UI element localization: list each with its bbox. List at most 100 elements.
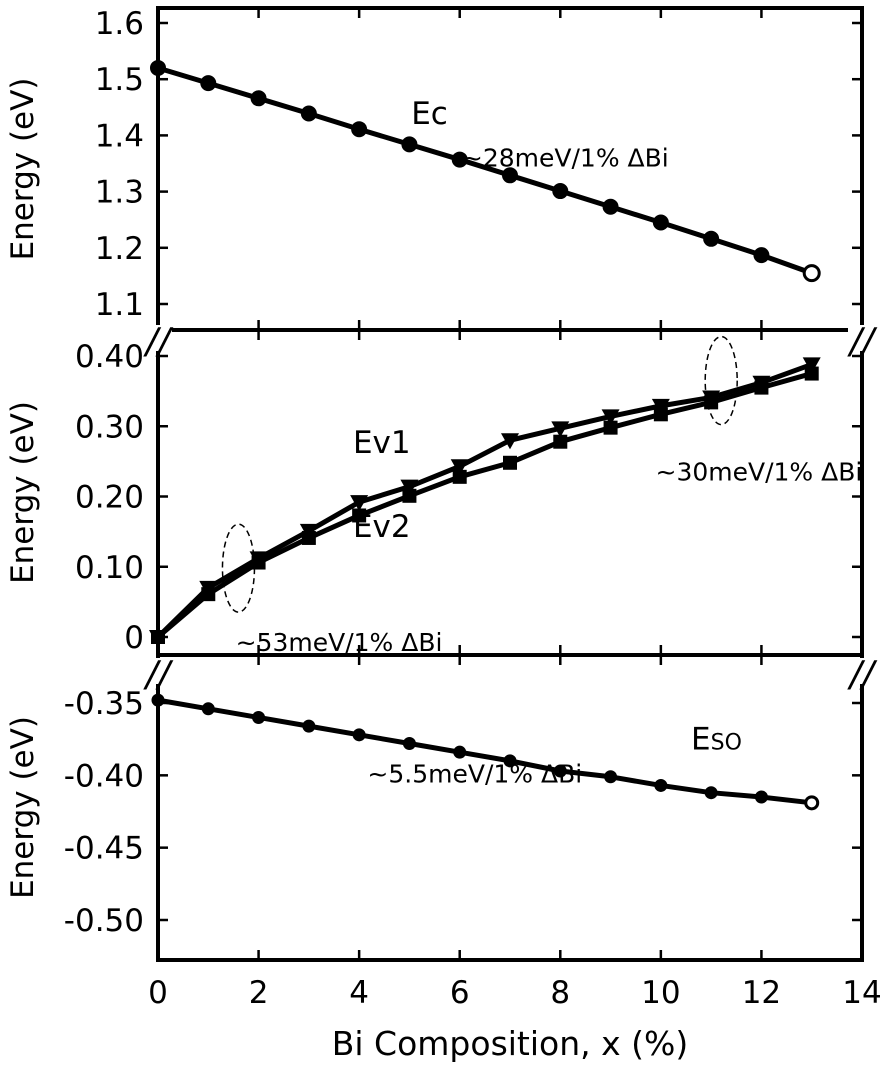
series-ec: [150, 59, 821, 283]
data-point: [551, 421, 570, 438]
series-label-sub: SO: [711, 730, 742, 755]
data-point: [703, 230, 720, 247]
data-point: [200, 75, 217, 92]
data-point: [252, 710, 266, 724]
x-tick-label: 4: [349, 975, 369, 1011]
data-point: [300, 105, 317, 122]
series-label: Ev1: [353, 425, 411, 461]
series-line: [157, 65, 813, 276]
break-mark: //: [143, 654, 174, 695]
y-tick-label: -0.35: [64, 686, 144, 722]
y-tick-label: 0.10: [75, 550, 144, 586]
break-gap: [144, 325, 172, 351]
panel-middle: 0 0.10 0.20 0.30 0.40 Energy (eV) Ev1 Ev2 ~30meV…: [5, 328, 864, 657]
data-point: [402, 488, 417, 503]
data-point: [302, 719, 316, 733]
series-eso: [151, 693, 820, 811]
y-tick-label: 0.40: [75, 339, 144, 375]
data-point: [754, 790, 768, 804]
panel-top: 1.1 1.2 1.3 1.4 1.5 1.6 Energy (eV) Ec ~28meV/1%…: [5, 6, 864, 332]
y-tick-label: 0.20: [75, 480, 144, 516]
break-mark: //: [847, 654, 878, 695]
data-point: [301, 530, 316, 545]
data-point: [754, 380, 769, 395]
highlight-ellipse-high: [704, 335, 738, 426]
series-line: [156, 371, 813, 639]
axis-break-marks: // // // //: [143, 321, 878, 695]
x-tick-label: 6: [450, 975, 470, 1011]
data-point: [602, 198, 619, 215]
data-point: [352, 508, 367, 523]
y-tick-label: 1.4: [95, 118, 144, 154]
series-line: [157, 697, 813, 806]
series-label: Ec: [411, 96, 448, 132]
data-point: [804, 366, 819, 381]
data-point: [651, 398, 670, 415]
x-tick-label: 0: [148, 975, 168, 1011]
data-point: [151, 693, 165, 707]
series-line: [156, 362, 813, 639]
x-axis: 0 2 4 6 8 10 12 14 Bi Composition, x (%): [148, 975, 882, 1063]
y-tick-label: -0.50: [64, 903, 144, 939]
data-point: [201, 702, 215, 716]
data-point: [251, 555, 266, 570]
y-tick-label: 0.30: [75, 409, 144, 445]
x-tick-label: 8: [550, 975, 570, 1011]
series-ev2: [151, 366, 819, 644]
break-mark: //: [847, 321, 878, 362]
data-point: [553, 434, 568, 449]
y-tick-label: -0.45: [64, 831, 144, 867]
data-point: [453, 745, 467, 759]
data-point: [352, 728, 366, 742]
data-point: [603, 420, 618, 435]
data-point: [552, 183, 569, 200]
y-tick-label: 1.3: [95, 175, 144, 211]
series-label: Ev2: [353, 509, 411, 545]
data-point: [653, 407, 668, 422]
data-point: [804, 795, 820, 811]
data-point: [503, 455, 517, 470]
x-tick-label: 12: [742, 975, 781, 1011]
slope-annotation: ~28meV/1% ΔBi: [462, 143, 669, 172]
slope-annotation: ~5.5meV/1% ΔBi: [367, 760, 582, 789]
data-point: [802, 357, 821, 374]
y-axis-label: Energy (eV): [5, 78, 41, 261]
data-point: [452, 469, 467, 484]
data-point: [753, 247, 770, 264]
data-point: [402, 737, 416, 751]
data-point: [150, 59, 166, 76]
x-tick-label: 2: [249, 975, 269, 1011]
panel-bottom: -0.35 -0.40 -0.45 -0.50 Energy (eV) ~5.5meV/1…: [5, 653, 864, 962]
break-mark: //: [143, 321, 174, 362]
data-point: [151, 630, 165, 644]
data-point: [652, 214, 669, 231]
series-label-eso: ESO: [691, 721, 742, 757]
data-point: [503, 754, 517, 768]
data-point: [704, 786, 718, 800]
highlight-ellipse-low: [221, 523, 256, 613]
x-tick-label: 14: [842, 975, 881, 1011]
y-axis-label: Energy (eV): [5, 401, 41, 584]
data-point: [400, 479, 419, 496]
data-point: [601, 409, 620, 426]
x-tick-label: 10: [641, 975, 680, 1011]
data-point: [350, 495, 369, 512]
data-point: [501, 433, 519, 450]
slope-annotation: ~30meV/1% ΔBi: [656, 457, 863, 486]
data-point: [451, 151, 468, 168]
x-axis-label: Bi Composition, x (%): [332, 1024, 689, 1063]
y-axis-label: Energy (eV): [5, 716, 41, 899]
data-point: [604, 770, 618, 784]
series-label-main: E: [691, 721, 711, 757]
data-point: [250, 90, 267, 107]
data-point: [450, 459, 469, 476]
data-point: [502, 167, 518, 184]
slope-annotation: ~53meV/1% ΔBi: [236, 628, 443, 657]
data-point: [351, 121, 368, 138]
chart-panels: 1.1 1.2 1.3 1.4 1.5 1.6 Energy (eV) Ec ~28meV/1%…: [5, 6, 864, 962]
y-tick-label: 1.1: [95, 287, 144, 323]
break-gap: [144, 658, 172, 684]
y-tick-label: 1.2: [95, 231, 144, 267]
break-gap: [848, 658, 876, 684]
